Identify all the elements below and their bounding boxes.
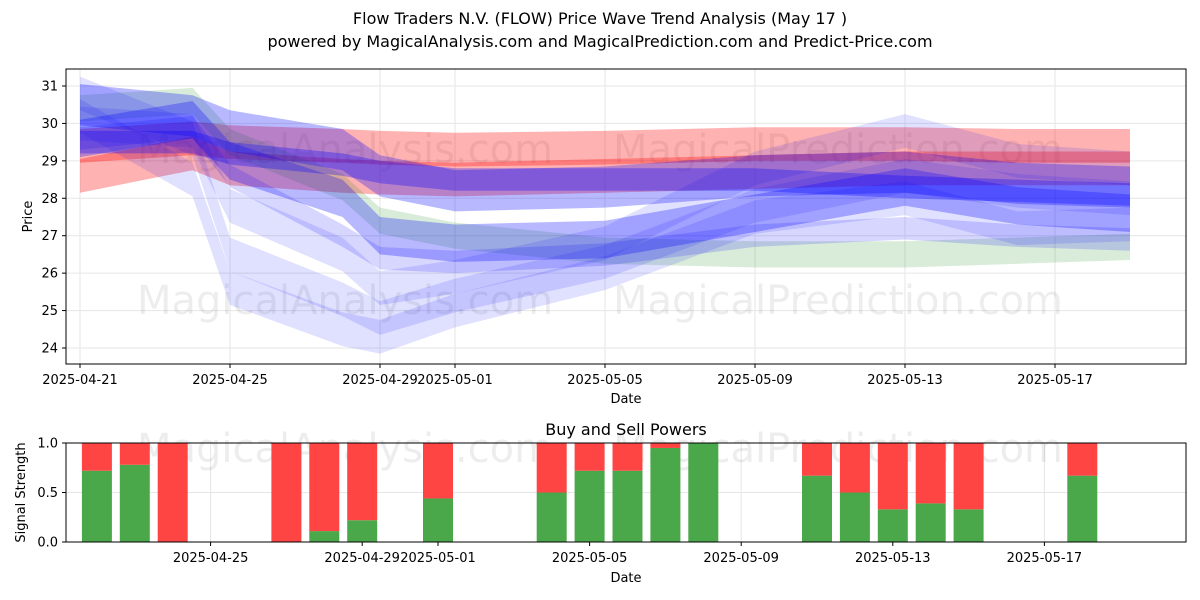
x-tick-label: 2025-05-13 — [855, 551, 931, 566]
watermark: MagicalAnalysis.com — [137, 127, 553, 173]
x-axis-label: Date — [610, 571, 641, 586]
signal-chart-title: Buy and Sell Powers — [545, 420, 707, 439]
wave-band-7 — [80, 106, 1130, 305]
chart-subtitle: powered by MagicalAnalysis.com and Magic… — [267, 32, 933, 51]
y-tick-label: 30 — [41, 117, 58, 132]
price-chart: MagicalAnalysis.com MagicalPrediction.com… — [21, 68, 1187, 407]
buy-bar — [688, 443, 719, 542]
sell-bar — [877, 443, 908, 510]
x-tick-label: 2025-05-05 — [567, 373, 643, 388]
sell-bar — [650, 443, 681, 448]
sell-bar — [423, 443, 453, 499]
x-axis-label: Date — [610, 392, 641, 407]
buy-bar — [612, 470, 643, 542]
buy-bar — [877, 509, 908, 542]
sell-bar — [347, 443, 378, 521]
buy-bar — [423, 498, 453, 542]
watermark: MagicalAnalysis.com — [137, 426, 553, 472]
x-tick-label: 2025-05-17 — [1017, 373, 1093, 388]
buy-bar — [536, 492, 567, 542]
x-tick-label: 2025-04-29 — [324, 551, 400, 566]
buy-bar — [650, 447, 681, 542]
signal-chart: MagicalAnalysis.com MagicalPrediction.com… — [14, 420, 1187, 586]
buy-bar — [347, 520, 378, 542]
watermark: MagicalPrediction.com — [613, 426, 1063, 472]
plot-frame — [65, 68, 1187, 365]
sell-bar — [574, 443, 605, 471]
wave-band-4 — [80, 84, 1130, 212]
sell-bar — [271, 443, 302, 542]
buy-bar — [802, 475, 832, 542]
y-tick-label: 27 — [41, 229, 58, 244]
x-tick-label: 2025-05-09 — [703, 551, 779, 566]
x-tick-label: 2025-05-05 — [552, 551, 628, 566]
watermark: MagicalAnalysis.com — [137, 278, 553, 324]
buy-bar — [574, 470, 605, 542]
x-tick-label: 2025-04-29 — [342, 373, 418, 388]
sell-bar — [536, 443, 567, 493]
x-tick-label: 2025-04-25 — [173, 551, 249, 566]
plot-area — [66, 69, 1186, 364]
y-tick-label: 28 — [41, 192, 58, 207]
wave-band-9 — [80, 130, 1130, 206]
x-tick-label: 2025-04-25 — [192, 373, 268, 388]
sell-bar — [81, 443, 112, 471]
sell-bar — [309, 443, 340, 532]
x-tick-label: 2025-05-13 — [867, 373, 943, 388]
sell-bar — [119, 443, 150, 465]
buy-bar — [81, 470, 112, 542]
y-tick-label: 25 — [41, 304, 58, 319]
x-tick-label: 2025-05-01 — [400, 551, 476, 566]
wave-band-0 — [80, 136, 1130, 197]
buy-bar — [119, 464, 150, 542]
x-tick-label: 2025-05-01 — [417, 373, 493, 388]
chart-title: Flow Traders N.V. (FLOW) Price Wave Tren… — [352, 9, 848, 28]
wave-band-3 — [80, 101, 1130, 262]
y-tick-label: 29 — [41, 154, 58, 169]
y-tick-label: 1.0 — [37, 437, 58, 452]
buy-bar — [309, 531, 340, 542]
x-tick-label: 2025-05-17 — [1007, 551, 1083, 566]
y-axis-label: Price — [21, 201, 36, 233]
wave-band-2 — [80, 87, 1130, 268]
buy-bar — [953, 509, 984, 542]
sell-bar — [612, 443, 643, 471]
x-tick-label: 2025-04-21 — [42, 373, 118, 388]
buy-bar — [1067, 475, 1098, 542]
sell-bar — [915, 443, 946, 504]
sell-bar — [839, 443, 870, 493]
x-tick-label: 2025-05-09 — [717, 373, 793, 388]
wave-band-8 — [80, 115, 1130, 274]
y-tick-label: 26 — [41, 267, 58, 282]
y-tick-label: 24 — [41, 342, 58, 357]
sell-bar — [802, 443, 832, 476]
buy-bar — [915, 503, 946, 542]
watermark: MagicalPrediction.com — [613, 127, 1063, 173]
buy-bar — [839, 492, 870, 542]
sell-bar — [157, 443, 188, 542]
watermark: MagicalPrediction.com — [613, 278, 1063, 324]
y-tick-label: 0.5 — [37, 486, 58, 501]
y-tick-label: 31 — [41, 79, 58, 94]
sell-bar — [1067, 443, 1098, 476]
y-axis-label: Signal Strength — [14, 442, 29, 542]
wave-band-1 — [80, 121, 1130, 167]
y-tick-label: 0.0 — [37, 536, 58, 551]
sell-bar — [953, 443, 984, 510]
